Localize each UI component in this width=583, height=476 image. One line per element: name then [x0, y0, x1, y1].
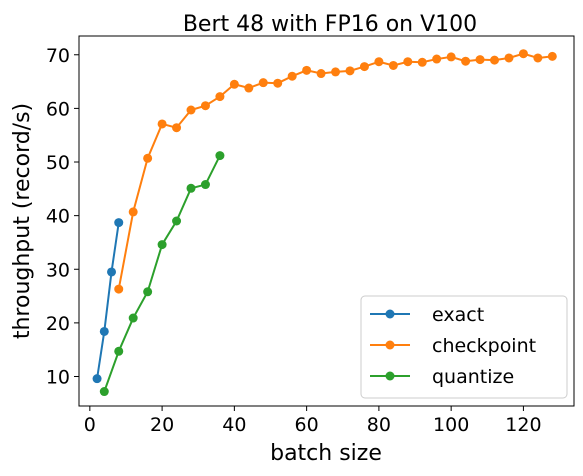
data-point-checkpoint: [432, 54, 442, 64]
data-point-quantize: [114, 346, 124, 356]
data-point-checkpoint: [461, 56, 471, 66]
data-point-checkpoint: [547, 51, 557, 61]
data-point-exact: [99, 326, 109, 336]
legend-label: checkpoint: [432, 335, 536, 357]
data-point-quantize: [128, 313, 138, 323]
y-axis: 10 20 30 40 50 60 70: [46, 45, 79, 389]
y-tick-label: 30: [46, 259, 70, 281]
series-layer: [92, 49, 557, 397]
series-line-exact: [96, 222, 120, 379]
data-point-checkpoint: [417, 57, 427, 67]
data-point-checkpoint: [446, 52, 456, 62]
y-tick-label: 20: [46, 313, 70, 335]
data-point-exact: [92, 374, 102, 384]
data-point-quantize: [143, 287, 153, 297]
data-point-checkpoint: [316, 69, 326, 79]
data-point-quantize: [200, 180, 210, 190]
y-tick-label: 10: [46, 367, 70, 389]
data-point-quantize: [157, 240, 167, 250]
data-point-checkpoint: [302, 65, 312, 75]
x-tick-label: 40: [222, 414, 246, 436]
series-quantize: [99, 151, 225, 397]
legend-swatch-marker: [385, 340, 395, 350]
legend-swatch-marker: [385, 309, 395, 319]
data-point-checkpoint: [186, 105, 196, 115]
data-point-checkpoint: [229, 79, 239, 89]
data-point-checkpoint: [258, 78, 268, 88]
series-exact: [92, 218, 124, 384]
y-tick-label: 60: [46, 98, 70, 120]
plot-area-frame: [78, 35, 575, 407]
data-point-checkpoint: [518, 49, 528, 59]
data-point-checkpoint: [345, 66, 355, 76]
data-point-checkpoint: [504, 53, 514, 63]
data-point-checkpoint: [359, 62, 369, 72]
data-point-quantize: [172, 216, 182, 226]
data-point-checkpoint: [374, 57, 384, 67]
data-point-checkpoint: [273, 78, 283, 88]
data-point-checkpoint: [157, 119, 167, 129]
data-point-checkpoint: [128, 207, 138, 217]
x-axis: 0 20 40 60 80 100 120: [84, 406, 542, 436]
legend-item-checkpoint: checkpoint: [370, 335, 536, 357]
legend-label: exact: [432, 304, 484, 326]
legend-label: quantize: [432, 366, 514, 388]
data-point-checkpoint: [244, 83, 254, 93]
series-line-checkpoint: [117, 52, 553, 290]
data-point-exact: [114, 218, 124, 228]
y-tick-label: 40: [46, 206, 70, 228]
data-point-checkpoint: [172, 123, 182, 133]
data-point-checkpoint: [287, 71, 297, 81]
data-point-checkpoint: [403, 57, 413, 67]
data-point-quantize: [215, 151, 225, 161]
y-tick-label: 50: [46, 152, 70, 174]
x-tick-label: 80: [367, 414, 391, 436]
x-tick-label: 120: [505, 414, 541, 436]
x-tick-label: 0: [84, 414, 96, 436]
data-point-quantize: [186, 183, 196, 193]
data-point-checkpoint: [475, 55, 485, 65]
chart-title: Bert 48 with FP16 on V100: [183, 12, 477, 37]
x-tick-label: 60: [295, 414, 319, 436]
data-point-checkpoint: [490, 55, 500, 65]
legend-swatch-marker: [385, 371, 395, 381]
data-point-checkpoint: [143, 153, 153, 163]
x-tick-label: 100: [433, 414, 469, 436]
data-point-checkpoint: [114, 284, 124, 294]
legend-item-exact: exact: [370, 304, 484, 326]
y-axis-label: throughput (record/s): [10, 103, 35, 339]
data-point-checkpoint: [388, 60, 398, 70]
x-axis-label: batch size: [270, 441, 382, 466]
data-point-exact: [107, 267, 117, 277]
series-checkpoint: [114, 49, 557, 294]
y-tick-label: 70: [46, 45, 70, 67]
data-point-checkpoint: [331, 67, 341, 77]
legend-frame: [360, 295, 568, 399]
legend: exact checkpoint quantize: [360, 295, 568, 399]
data-point-quantize: [99, 387, 109, 397]
data-point-checkpoint: [215, 92, 225, 102]
data-point-checkpoint: [200, 101, 210, 111]
x-tick-label: 20: [150, 414, 174, 436]
data-point-checkpoint: [533, 53, 543, 63]
legend-item-quantize: quantize: [370, 366, 514, 388]
